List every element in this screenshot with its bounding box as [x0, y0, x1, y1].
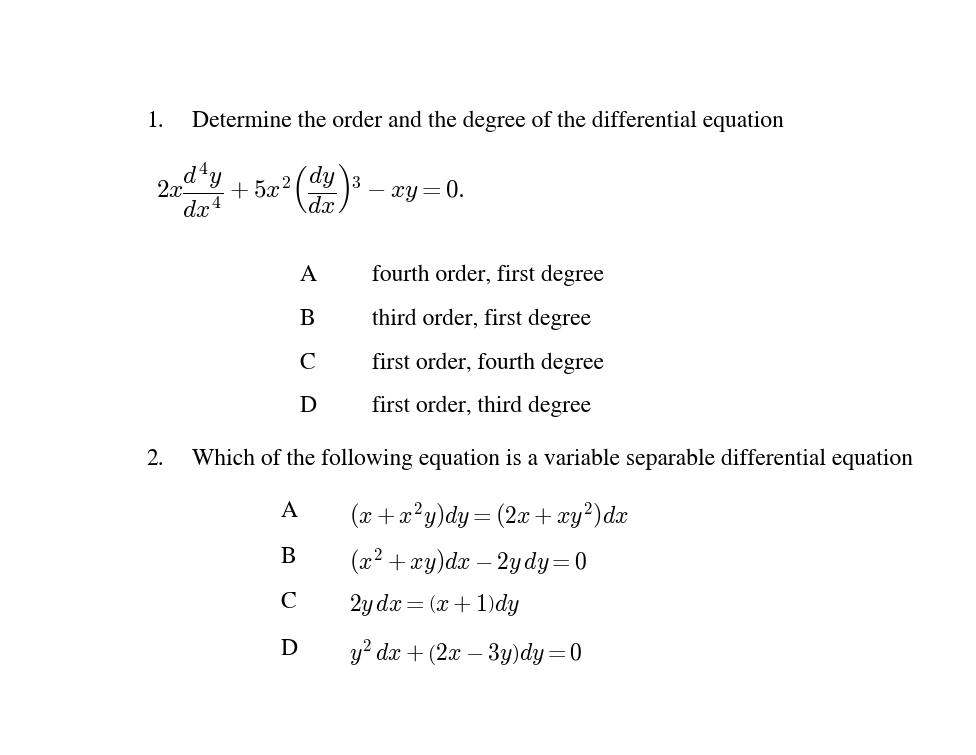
Text: C: C [300, 352, 315, 374]
Text: first order, third degree: first order, third degree [372, 396, 590, 418]
Text: A: A [281, 501, 298, 522]
Text: B: B [300, 309, 315, 330]
Text: Which of the following equation is a variable separable differential equation: Which of the following equation is a var… [191, 448, 913, 470]
Text: $2x\dfrac{d^4y}{dx^4}+5x^{2}\left(\dfrac{dy}{dx}\right)^{\!3}-xy=0.$: $2x\dfrac{d^4y}{dx^4}+5x^{2}\left(\dfrac… [156, 160, 465, 220]
Text: $2y\,dx=\left(x+1\right)dy$: $2y\,dx=\left(x+1\right)dy$ [349, 592, 520, 618]
Text: D: D [281, 638, 298, 660]
Text: A: A [300, 265, 317, 286]
Text: D: D [300, 396, 317, 418]
Text: fourth order, first degree: fourth order, first degree [372, 265, 603, 286]
Text: $\left(x^2+xy\right)dx-2y\,dy=0$: $\left(x^2+xy\right)dx-2y\,dy=0$ [349, 547, 587, 577]
Text: $y^2\,dx+\left(2x-3y\right)dy=0$: $y^2\,dx+\left(2x-3y\right)dy=0$ [349, 638, 583, 668]
Text: C: C [281, 592, 297, 613]
Text: $\left(x+x^2y\right)dy=\left(2x+xy^2\right)dx$: $\left(x+x^2y\right)dy=\left(2x+xy^2\rig… [349, 501, 629, 531]
Text: 2.: 2. [146, 448, 164, 470]
Text: B: B [281, 547, 297, 569]
Text: Determine the order and the degree of the differential equation: Determine the order and the degree of th… [191, 111, 784, 132]
Text: third order, first degree: third order, first degree [372, 309, 590, 330]
Text: first order, fourth degree: first order, fourth degree [372, 352, 603, 374]
Text: 1.: 1. [146, 111, 164, 132]
